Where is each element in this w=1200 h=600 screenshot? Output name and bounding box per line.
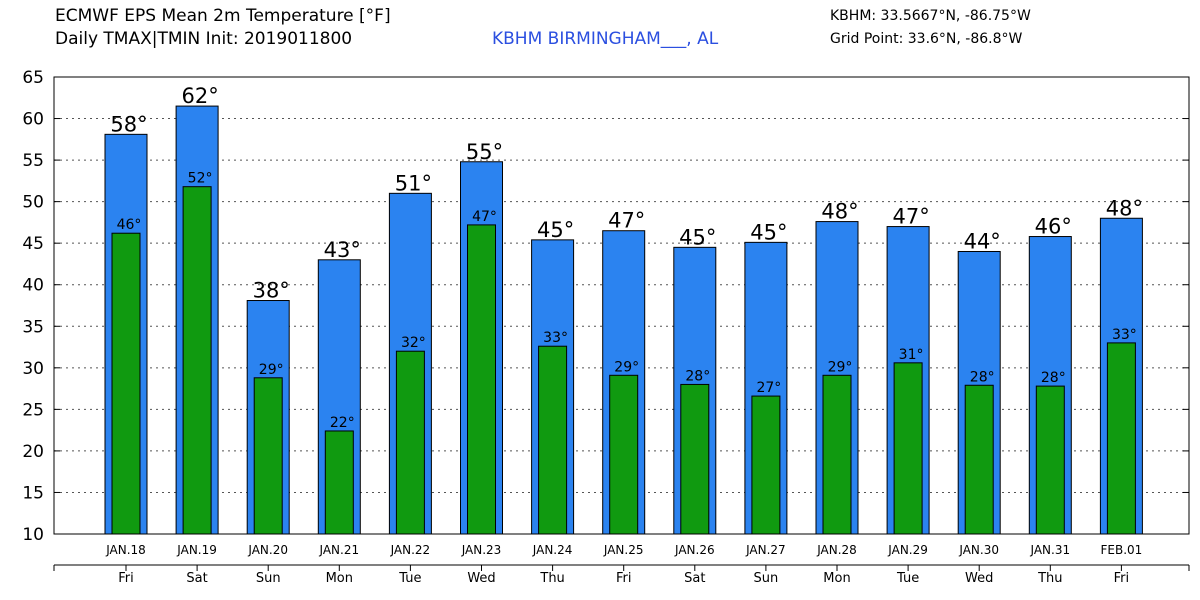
tmin-label: 29°	[828, 359, 853, 375]
x-date-label: JAN.24	[532, 543, 573, 557]
tmin-label: 33°	[1112, 327, 1137, 343]
y-tick-label: 20	[22, 442, 44, 462]
x-date-label: FEB.01	[1100, 543, 1142, 557]
x-date-label: JAN.23	[461, 543, 502, 557]
y-tick-label: 60	[22, 110, 44, 130]
tmin-label: 32°	[401, 335, 426, 351]
x-date-label: JAN.29	[887, 543, 928, 557]
x-day-label: Tue	[398, 571, 421, 586]
tmin-bar	[822, 374, 852, 535]
tmax-label: 58°	[110, 112, 147, 136]
tmin-bar	[253, 377, 283, 535]
x-day-label: Mon	[326, 571, 353, 586]
tmax-label: 48°	[1106, 196, 1143, 220]
tmax-label: 44°	[964, 229, 1001, 253]
tmin-bar	[1106, 342, 1136, 535]
tmin-label: 28°	[1041, 370, 1066, 386]
x-date-label: JAN.26	[674, 543, 715, 557]
x-date-label: JAN.31	[1029, 543, 1070, 557]
x-day-label: Mon	[823, 571, 850, 586]
station-name: KBHM BIRMINGHAM___, AL	[492, 29, 719, 49]
tmax-label: 47°	[892, 205, 929, 229]
x-day-label: Wed	[965, 571, 993, 586]
tmin-bar	[182, 186, 212, 535]
tmin-bar	[893, 362, 923, 535]
station-coordinates: KBHM: 33.5667°N, -86.75°W	[830, 8, 1031, 24]
x-date-label: JAN.27	[745, 543, 786, 557]
y-tick-label: 40	[22, 276, 44, 296]
tmin-bar	[395, 350, 425, 535]
tmin-bar	[538, 345, 568, 535]
tmin-label: 52°	[188, 171, 213, 187]
x-day-label: Thu	[539, 571, 564, 586]
x-day-label: Fri	[616, 571, 632, 586]
tmin-bar	[964, 384, 994, 535]
tmin-label: 29°	[614, 359, 639, 375]
tmin-bar	[1035, 385, 1065, 535]
x-date-label: JAN.21	[318, 543, 359, 557]
x-date-label: JAN.18	[105, 543, 146, 557]
x-date-label: JAN.25	[603, 543, 644, 557]
tmin-label: 31°	[899, 347, 924, 363]
y-tick-label: 65	[22, 68, 44, 88]
x-date-label: JAN.20	[247, 543, 288, 557]
y-tick-label: 45	[22, 234, 44, 254]
tmax-label: 62°	[181, 84, 218, 108]
tmin-bar	[467, 224, 496, 535]
x-date-label: JAN.28	[816, 543, 857, 557]
plot-frame	[53, 76, 1190, 535]
x-day-label: Sun	[256, 571, 281, 586]
x-day-label: Fri	[118, 571, 134, 586]
y-tick-label: 10	[22, 525, 44, 545]
tmin-label: 28°	[970, 369, 995, 385]
tmin-label: 22°	[330, 415, 355, 431]
chart-subtitle: Daily TMAX|TMIN Init: 2019011800	[55, 29, 353, 49]
tmin-bar	[751, 395, 781, 535]
tmax-label: 51°	[395, 171, 432, 195]
x-day-label: Tue	[896, 571, 919, 586]
x-day-label: Fri	[1114, 571, 1130, 586]
x-date-label: JAN.22	[390, 543, 431, 557]
x-day-label: Wed	[467, 571, 495, 586]
tmin-label: 28°	[685, 368, 710, 384]
tmin-label: 46°	[117, 217, 142, 233]
tmax-label: 48°	[821, 200, 858, 224]
x-day-label: Sat	[684, 571, 705, 586]
y-tick-label: 30	[22, 359, 44, 379]
tmin-label: 27°	[756, 380, 781, 396]
y-tick-label: 50	[22, 193, 44, 213]
x-date-label: JAN.30	[958, 543, 999, 557]
tmax-label: 43°	[324, 238, 361, 262]
tmin-bar	[111, 232, 141, 535]
tmax-label: 45°	[537, 218, 574, 242]
tmin-bar	[324, 430, 354, 535]
tmin-bar	[680, 383, 710, 535]
tmin-bar	[609, 374, 639, 535]
y-tick-label: 55	[22, 151, 44, 171]
y-tick-label: 35	[22, 317, 44, 337]
tmax-label: 47°	[608, 209, 645, 233]
tmax-label: 55°	[466, 140, 503, 164]
tmax-label: 45°	[750, 220, 787, 244]
x-day-label: Sat	[186, 571, 207, 586]
x-day-label: Thu	[1037, 571, 1062, 586]
tmax-label: 46°	[1035, 215, 1072, 239]
x-day-label: Sun	[754, 571, 779, 586]
tmax-label: 45°	[679, 225, 716, 249]
tmin-label: 29°	[259, 362, 284, 378]
tmax-label: 38°	[253, 279, 290, 303]
x-date-label: JAN.19	[176, 543, 217, 557]
tmin-label: 33°	[543, 330, 568, 346]
y-tick-label: 25	[22, 400, 44, 420]
y-tick-label: 15	[22, 483, 44, 503]
tmin-label: 47°	[472, 209, 497, 225]
chart-title: ECMWF EPS Mean 2m Temperature [°F]	[55, 6, 391, 26]
grid-point-coordinates: Grid Point: 33.6°N, -86.8°W	[830, 31, 1023, 47]
